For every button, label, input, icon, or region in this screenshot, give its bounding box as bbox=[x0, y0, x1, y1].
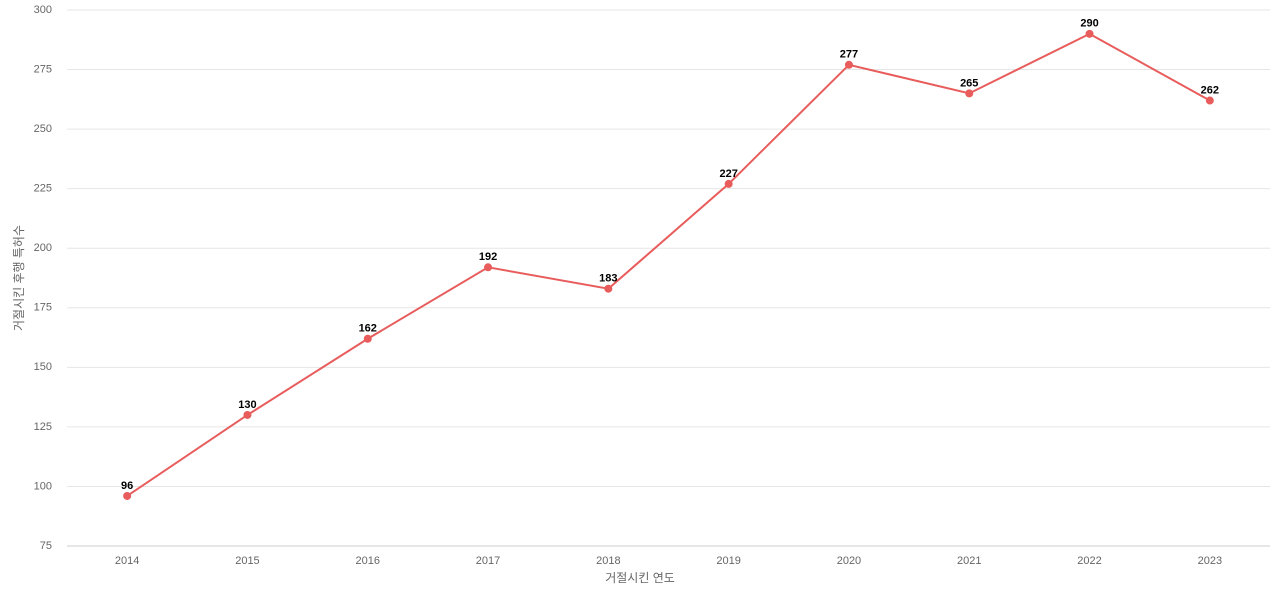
y-tick-label: 175 bbox=[34, 302, 52, 314]
y-tick-label: 225 bbox=[34, 183, 52, 195]
value-label: 183 bbox=[599, 273, 617, 285]
value-label: 277 bbox=[840, 49, 858, 61]
line bbox=[126, 32, 1211, 497]
point bbox=[1205, 96, 1214, 105]
value-label: 262 bbox=[1201, 84, 1219, 96]
point bbox=[363, 334, 372, 343]
x-tick-label: 2017 bbox=[476, 555, 500, 567]
value-label: 290 bbox=[1080, 18, 1098, 30]
y-tick-label: 75 bbox=[40, 540, 52, 552]
y-tick-label: 125 bbox=[34, 421, 52, 433]
y-tick-label: 200 bbox=[34, 242, 52, 254]
y-tick-label: 250 bbox=[34, 123, 52, 135]
point bbox=[844, 60, 853, 69]
x-tick-label: 2014 bbox=[115, 555, 139, 567]
x-axis-label: 거절시킨 연도 bbox=[605, 571, 675, 585]
point bbox=[965, 89, 974, 98]
x-tick-label: 2015 bbox=[235, 555, 259, 567]
x-tick-label: 2018 bbox=[596, 555, 620, 567]
x-tick-label: 2019 bbox=[716, 555, 740, 567]
x-tick-label: 2021 bbox=[957, 555, 981, 567]
value-label: 96 bbox=[121, 480, 133, 492]
value-label: 265 bbox=[960, 77, 978, 89]
y-tick-label: 275 bbox=[34, 63, 52, 75]
point bbox=[724, 179, 733, 188]
point bbox=[243, 410, 252, 419]
x-tick-label: 2016 bbox=[356, 555, 380, 567]
x-tick-label: 2022 bbox=[1077, 555, 1101, 567]
y-axis-label: 거절시킨 후행 특허수 bbox=[11, 225, 26, 331]
value-label: 162 bbox=[359, 323, 377, 335]
point bbox=[1085, 29, 1094, 38]
point bbox=[123, 491, 132, 500]
value-label: 192 bbox=[479, 251, 497, 263]
y-tick-label: 300 bbox=[34, 4, 52, 16]
y-tick-label: 150 bbox=[34, 361, 52, 373]
point bbox=[484, 263, 493, 272]
value-label: 130 bbox=[238, 399, 256, 411]
value-label: 227 bbox=[719, 168, 737, 180]
x-tick-label: 2020 bbox=[837, 555, 861, 567]
y-tick-label: 100 bbox=[34, 480, 52, 492]
x-tick-label: 2023 bbox=[1198, 555, 1222, 567]
point bbox=[604, 284, 613, 293]
